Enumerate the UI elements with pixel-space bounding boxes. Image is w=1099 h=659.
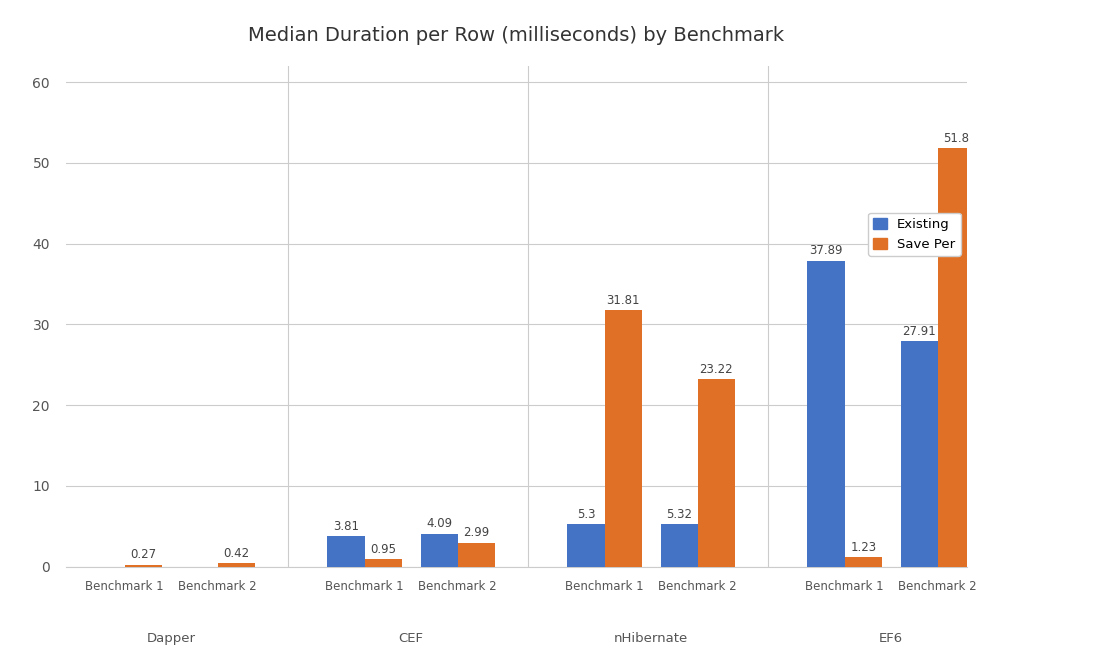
Text: 5.3: 5.3 <box>577 507 596 521</box>
Bar <box>808 261 845 567</box>
Text: 1.23: 1.23 <box>851 540 876 554</box>
Text: 51.8: 51.8 <box>943 132 969 145</box>
Text: 0.42: 0.42 <box>223 547 249 560</box>
Bar <box>458 542 495 567</box>
Text: EF6: EF6 <box>879 632 903 645</box>
Text: Dapper: Dapper <box>147 632 196 645</box>
Text: 27.91: 27.91 <box>902 325 936 338</box>
Bar <box>218 563 255 567</box>
Title: Median Duration per Row (milliseconds) by Benchmark: Median Duration per Row (milliseconds) b… <box>248 26 785 45</box>
Text: CEF: CEF <box>399 632 424 645</box>
Bar <box>845 557 881 567</box>
Text: nHibernate: nHibernate <box>614 632 688 645</box>
Text: 5.32: 5.32 <box>666 507 692 521</box>
Bar <box>421 534 458 567</box>
Legend: Existing, Save Per: Existing, Save Per <box>868 213 961 256</box>
Text: 23.22: 23.22 <box>700 363 733 376</box>
Bar <box>328 536 365 567</box>
Bar <box>365 559 402 567</box>
Bar <box>698 379 735 567</box>
Text: 0.95: 0.95 <box>370 543 397 556</box>
Bar <box>660 524 698 567</box>
Bar <box>900 341 937 567</box>
Bar <box>124 565 162 567</box>
Text: 4.09: 4.09 <box>426 517 452 530</box>
Bar <box>937 148 975 567</box>
Text: 2.99: 2.99 <box>464 527 489 539</box>
Text: 37.89: 37.89 <box>809 244 843 258</box>
Text: 3.81: 3.81 <box>333 520 359 532</box>
Text: 0.27: 0.27 <box>131 548 156 561</box>
Text: 31.81: 31.81 <box>607 293 640 306</box>
Bar <box>604 310 642 567</box>
Bar <box>567 524 604 567</box>
